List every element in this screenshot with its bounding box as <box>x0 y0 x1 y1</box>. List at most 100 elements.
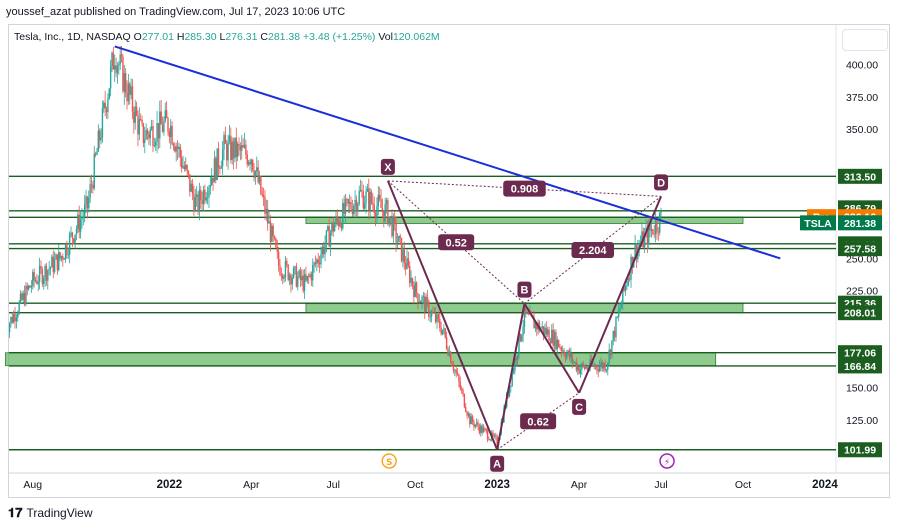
candle-body <box>646 227 649 245</box>
candle-body <box>310 274 313 281</box>
candle-body <box>365 191 367 204</box>
candle-body <box>434 312 437 322</box>
candle-body <box>85 196 87 205</box>
candle-body <box>138 119 141 135</box>
candle-body <box>389 215 392 217</box>
high-label: H <box>176 31 185 43</box>
candle-body <box>462 390 464 394</box>
level-label: 166.84 <box>844 361 876 373</box>
candle-body <box>481 425 483 433</box>
x-tick-label: Oct <box>407 479 423 491</box>
level-label: 257.58 <box>844 244 876 256</box>
candle-body <box>157 123 160 139</box>
candle-body <box>339 224 341 227</box>
candle-body <box>156 123 158 143</box>
candle-body <box>342 202 344 229</box>
candle-body <box>548 329 550 341</box>
candle-body <box>232 141 235 159</box>
candle-body <box>195 194 198 198</box>
candle-body <box>593 364 595 368</box>
candle-body <box>546 329 549 335</box>
candle-body <box>575 361 578 371</box>
candle-body <box>634 243 636 258</box>
candle-body <box>26 285 29 290</box>
candle-body <box>439 318 441 329</box>
event-icon-glyph: ⚡ <box>664 458 670 468</box>
candle-body <box>404 263 407 269</box>
y-tick-label: 225.00 <box>846 286 878 298</box>
candle-body <box>211 177 213 185</box>
candle-body <box>11 317 13 323</box>
candle-body <box>381 208 384 211</box>
candle-body <box>424 296 426 312</box>
candle-body <box>613 330 616 338</box>
event-icon-glyph: S <box>386 458 392 468</box>
pattern-leg <box>496 303 526 450</box>
candle-body <box>190 183 192 192</box>
candle-body <box>460 388 463 391</box>
candle-body <box>236 143 239 158</box>
candle-body <box>623 287 625 291</box>
candle-body <box>55 254 57 260</box>
candle-body <box>398 235 400 243</box>
candle-body <box>445 337 448 349</box>
candle-body <box>566 353 568 359</box>
candle-body <box>631 256 634 268</box>
candle-body <box>508 387 511 397</box>
candle-body <box>51 256 53 268</box>
candle-body <box>133 111 135 123</box>
candle-body <box>518 333 520 355</box>
candle-body <box>131 86 134 112</box>
candle-body <box>338 220 340 227</box>
candle-body <box>179 146 181 158</box>
candle-body <box>594 365 597 368</box>
candle-body <box>601 362 604 369</box>
candle-body <box>6 330 7 332</box>
candle-body <box>115 65 117 74</box>
candle-body <box>586 366 589 369</box>
candle-body <box>243 144 246 148</box>
candle-body <box>526 312 528 314</box>
candle-body <box>198 190 201 211</box>
candle-body <box>380 199 382 209</box>
level-label: 101.99 <box>844 445 876 457</box>
candle-body <box>298 270 300 277</box>
candle-body <box>597 369 599 372</box>
candle-body <box>123 73 125 92</box>
candle-body <box>5 330 6 331</box>
candle-body <box>93 153 95 189</box>
candle-body <box>228 135 231 142</box>
candle-body <box>70 232 72 235</box>
candle-body <box>303 274 306 291</box>
y-tick-label: 400.00 <box>846 60 878 72</box>
candle-body <box>402 249 404 262</box>
candle-body <box>463 393 466 408</box>
open-value: 277.01 <box>141 31 174 43</box>
candle-body <box>204 189 206 201</box>
candle-body <box>649 224 651 231</box>
candle-body <box>604 363 606 371</box>
candle-body <box>250 159 253 165</box>
candle-body <box>343 202 345 214</box>
candle-body <box>206 197 209 199</box>
candle-body <box>421 296 423 303</box>
candle-body <box>415 282 418 294</box>
candle-body <box>187 170 190 175</box>
candle-body <box>493 435 496 437</box>
candle-body <box>170 125 172 137</box>
chart-settings-box[interactable] <box>842 29 888 51</box>
candle-body <box>495 435 497 437</box>
candle-body <box>335 216 337 225</box>
point-label: D <box>657 177 665 189</box>
candle-body <box>242 145 244 148</box>
candle-body <box>583 365 586 369</box>
candle-body <box>579 369 582 374</box>
candle-body <box>521 335 523 341</box>
candle-body <box>273 236 276 239</box>
candle-body <box>23 293 26 305</box>
candle-body <box>378 194 381 200</box>
candle-body <box>354 199 356 206</box>
candle-body <box>38 265 41 282</box>
candle-body <box>185 165 187 169</box>
candle-body <box>200 190 202 201</box>
